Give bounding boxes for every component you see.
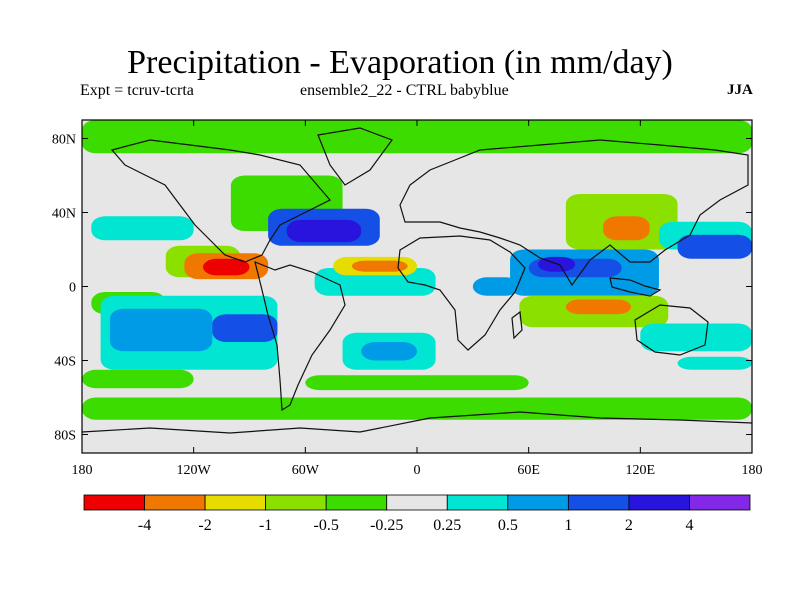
field-region-4 xyxy=(109,308,213,352)
x-axis-ticks: 180 120W 60W 0 60E 120E 180 xyxy=(72,120,763,478)
x-tick-label-1: 120W xyxy=(177,463,212,478)
colorbar-label-3: -0.5 xyxy=(314,517,339,534)
field-region-26 xyxy=(677,234,752,259)
x-tick-label-5: 120E xyxy=(626,463,656,478)
field-region-30 xyxy=(82,369,194,389)
field-regions xyxy=(82,120,752,453)
colorbar-label-0: -4 xyxy=(138,517,151,534)
chart-title: Precipitation - Evaporation (in mm/day) xyxy=(127,44,673,81)
field-region-11 xyxy=(286,219,362,243)
colorbar-label-5: 0.25 xyxy=(433,517,461,534)
colorbar-swatch-5 xyxy=(386,494,448,511)
colorbar-swatch-7 xyxy=(507,494,569,511)
colorbar-swatch-1 xyxy=(144,494,206,511)
y-tick-label-3: 40S xyxy=(54,355,76,370)
field-region-24 xyxy=(603,216,650,241)
ensemble-label: ensemble2_22 - CTRL babyblue xyxy=(300,82,509,99)
antarctica-coastline xyxy=(81,411,753,434)
greenland-outline xyxy=(317,127,393,186)
colorbar-swatch-4 xyxy=(325,494,388,511)
field-region-28 xyxy=(82,397,752,420)
field-region-1 xyxy=(91,216,194,241)
season-label: JJA xyxy=(727,82,753,98)
colorbar-swatch-3 xyxy=(265,494,327,511)
colorbar-swatch-0 xyxy=(83,494,145,511)
colorbar: -4 -2 -1 -0.5 -0.25 0.25 0.5 1 2 4 xyxy=(83,494,751,534)
x-tick-label-4: 60E xyxy=(517,463,540,478)
colorbar-label-9: 4 xyxy=(685,517,693,534)
field-region-29 xyxy=(305,375,529,391)
colorbar-label-2: -1 xyxy=(259,517,272,534)
field-region-8 xyxy=(202,258,250,276)
field-region-0 xyxy=(82,120,752,154)
madagascar-outline xyxy=(511,310,523,340)
colorbar-label-8: 2 xyxy=(625,517,633,534)
field-region-27 xyxy=(640,323,752,352)
australia-outline xyxy=(634,304,709,356)
field-region-5 xyxy=(212,314,278,342)
y-tick-label-0: 80N xyxy=(52,133,76,148)
field-region-17 xyxy=(472,277,520,296)
south-america-outline xyxy=(254,261,346,412)
x-tick-label-6: 180 xyxy=(742,463,763,478)
x-tick-label-3: 0 xyxy=(414,463,421,478)
field-region-22 xyxy=(565,299,632,315)
coastlines xyxy=(81,127,753,434)
colorbar-swatch-2 xyxy=(204,494,267,511)
colorbar-label-7: 1 xyxy=(564,517,572,534)
y-tick-label-1: 40N xyxy=(52,207,76,222)
y-tick-label-4: 80S xyxy=(54,429,76,444)
colorbar-label-6: 0.5 xyxy=(498,517,518,534)
colorbar-label-4: -0.25 xyxy=(370,517,403,534)
africa-outline xyxy=(397,235,526,351)
field-region-16 xyxy=(361,342,417,361)
colorbar-swatch-6 xyxy=(446,494,509,511)
colorbar-swatch-9 xyxy=(628,494,690,511)
colorbar-label-1: -2 xyxy=(198,517,211,534)
north-america-outline xyxy=(110,139,331,263)
x-tick-label-2: 60W xyxy=(292,463,320,478)
colorbar-swatch-8 xyxy=(567,494,630,511)
x-tick-label-0: 180 xyxy=(72,463,93,478)
colorbar-swatch-10 xyxy=(689,494,751,511)
y-tick-label-2: 0 xyxy=(69,281,76,296)
experiment-label: Expt = tcruv-tcrta xyxy=(80,82,194,99)
indonesia-outline xyxy=(609,277,662,297)
y-axis-ticks: 80N 40N 0 40S 80S xyxy=(52,133,752,444)
field-region-14 xyxy=(351,260,408,272)
eurasia-outline xyxy=(399,139,749,287)
field-region-31 xyxy=(677,356,752,370)
